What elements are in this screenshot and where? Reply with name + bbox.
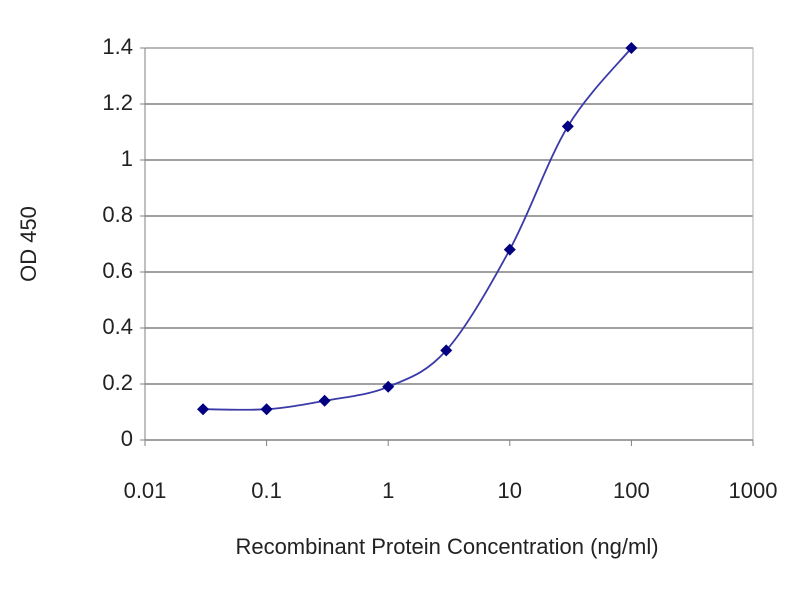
marker — [260, 403, 273, 416]
x-tick-label: 100 — [613, 478, 650, 503]
marker — [382, 380, 395, 393]
marker — [625, 42, 638, 54]
marker — [318, 394, 331, 407]
marker — [561, 120, 574, 133]
y-tick-label: 0.4 — [102, 314, 133, 339]
x-tick-label: 0.01 — [124, 478, 167, 503]
y-tick-label: 1.4 — [102, 34, 133, 59]
x-axis-label: Recombinant Protein Concentration (ng/ml… — [235, 534, 658, 559]
x-tick-label: 1000 — [729, 478, 778, 503]
y-tick-label: 0.2 — [102, 370, 133, 395]
y-tick-label: 1.2 — [102, 90, 133, 115]
curve — [203, 47, 633, 411]
y-tick-label: 0.6 — [102, 258, 133, 283]
marker — [440, 344, 453, 357]
y-axis-label: OD 450 — [16, 206, 41, 282]
plot-frame — [144, 47, 754, 441]
y-tick-label: 1 — [121, 146, 133, 171]
x-tick-label: 0.1 — [251, 478, 282, 503]
x-tick-label: 10 — [498, 478, 522, 503]
x-tick-label: 1 — [382, 478, 394, 503]
y-tick-label: 0.8 — [102, 202, 133, 227]
marker — [197, 403, 210, 416]
marker — [503, 243, 516, 256]
y-tick-label: 0 — [121, 426, 133, 451]
